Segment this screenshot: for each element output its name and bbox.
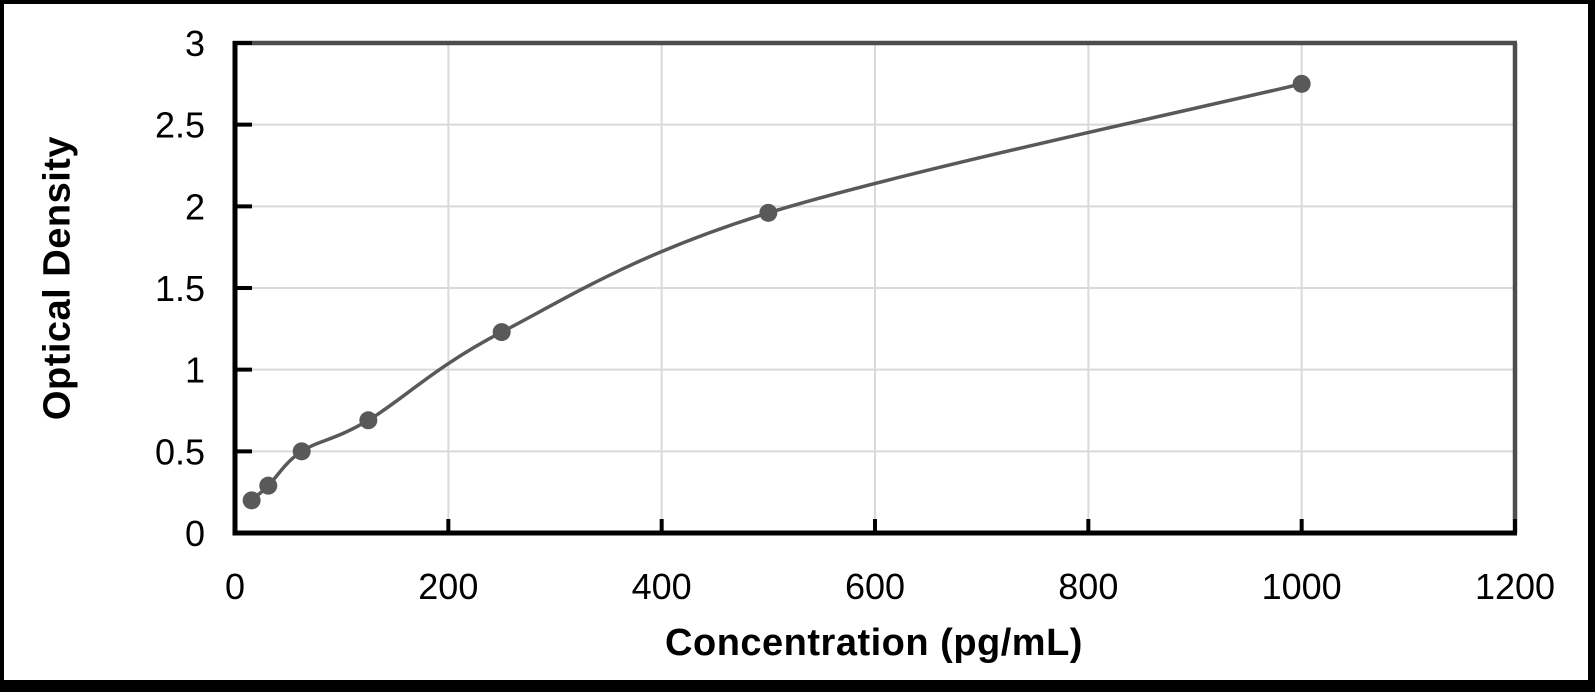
- y-axis-title: Optical Density: [36, 135, 79, 421]
- y-tick-label: 0: [185, 513, 205, 554]
- x-tick-label: 800: [1058, 566, 1118, 607]
- y-tick-label: 2: [185, 186, 205, 227]
- x-axis-title: Concentration (pg/mL): [665, 622, 1083, 664]
- x-tick-label: 0: [225, 566, 245, 607]
- y-tick-label: 1.5: [155, 268, 205, 309]
- y-tick-label: 0.5: [155, 431, 205, 472]
- x-tick-label: 200: [418, 566, 478, 607]
- elisa-standard-curve-chart: [4, 4, 1588, 680]
- x-tick-label: 400: [632, 566, 692, 607]
- y-tick-label: 2.5: [155, 105, 205, 146]
- x-tick-label: 1200: [1475, 566, 1555, 607]
- data-point-marker: [1292, 74, 1311, 93]
- data-point-marker: [759, 203, 778, 222]
- standard-curve-line: [249, 82, 1304, 503]
- data-point-marker: [359, 411, 378, 430]
- data-point-marker: [242, 491, 261, 510]
- x-tick-label: 600: [845, 566, 905, 607]
- data-point-marker: [292, 442, 311, 461]
- data-point-marker: [492, 323, 511, 342]
- x-tick-label: 1000: [1262, 566, 1342, 607]
- data-point-marker: [259, 476, 278, 495]
- y-tick-label: 3: [185, 23, 205, 64]
- y-tick-label: 1: [185, 350, 205, 391]
